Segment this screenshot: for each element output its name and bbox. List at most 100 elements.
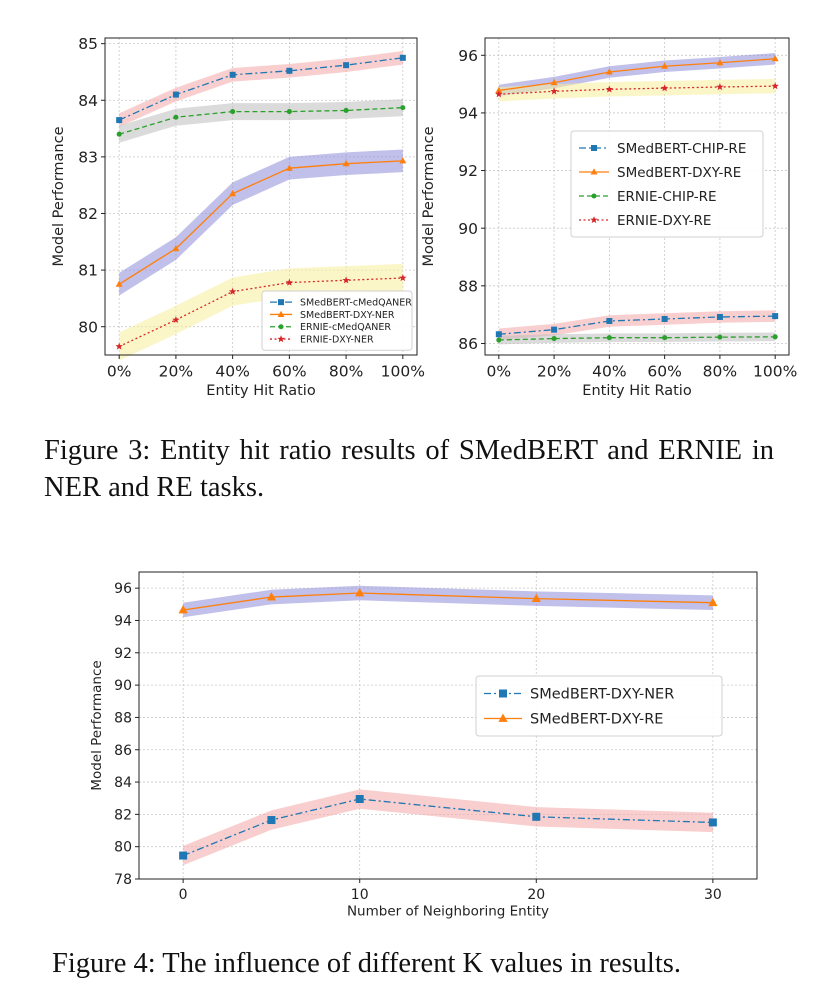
y-tick-label: 90 bbox=[458, 220, 478, 238]
data-point bbox=[771, 82, 779, 90]
confidence-band bbox=[119, 99, 403, 143]
y-axis-label: Model Performance bbox=[89, 660, 105, 790]
data-point bbox=[343, 62, 350, 69]
data-point bbox=[532, 812, 541, 821]
legend-label: SMedBERT-CHIP-RE bbox=[617, 141, 746, 157]
y-tick-label: 85 bbox=[78, 35, 98, 53]
data-point bbox=[716, 59, 724, 66]
legend-label: ERNIE-DXY-RE bbox=[617, 213, 711, 229]
legend-marker bbox=[278, 299, 284, 306]
legend-label: SMedBERT-cMedQANER bbox=[300, 298, 412, 309]
data-point bbox=[495, 86, 503, 93]
series-ERNIE-DXY-RE bbox=[495, 82, 779, 98]
series-ERNIE-cMedQANER bbox=[116, 105, 406, 137]
data-point bbox=[495, 90, 503, 98]
x-tick-label: 80% bbox=[329, 363, 363, 381]
data-point bbox=[661, 62, 669, 69]
legend-label: ERNIE-DXY-NER bbox=[300, 334, 374, 345]
legend-label: SMedBERT-DXY-NER bbox=[530, 687, 674, 703]
legend: SMedBERT-CHIP-RE SMedBERT-DXY-RE ERNIE-CHI… bbox=[570, 130, 764, 238]
series-ERNIE-CHIP-RE bbox=[496, 334, 778, 343]
chart-fig3-right: 86 88 90 92 94 96 0% 20% 40% 60% 80% 100% Entity Hit… bbox=[421, 37, 797, 399]
confidence-band bbox=[498, 78, 776, 102]
data-point bbox=[286, 67, 293, 74]
legend-label: SMedBERT-DXY-NER bbox=[300, 310, 395, 321]
data-point bbox=[342, 159, 350, 167]
data-point bbox=[495, 331, 502, 338]
data-point bbox=[342, 276, 350, 284]
legend-marker bbox=[590, 168, 598, 175]
legend-marker bbox=[499, 689, 507, 698]
data-point bbox=[172, 244, 180, 252]
legend-marker bbox=[277, 310, 285, 317]
figure-3-caption-text: Figure 3: Entity hit ratio results of SM… bbox=[44, 435, 774, 503]
legend: SMedBERT-cMedQANERSMedBERT-DXY-NERERNIE-… bbox=[261, 290, 413, 351]
legend-box bbox=[261, 290, 413, 351]
series-line bbox=[498, 85, 776, 95]
data-point bbox=[716, 313, 723, 320]
y-tick-label: 88 bbox=[114, 710, 132, 726]
data-point bbox=[179, 851, 188, 860]
data-point bbox=[399, 274, 407, 282]
y-tick-label: 94 bbox=[114, 614, 132, 630]
data-point bbox=[355, 795, 364, 804]
series-SMedBERT-cMedQANER bbox=[116, 54, 406, 124]
x-tick-label: 20% bbox=[159, 363, 193, 381]
y-tick-label: 84 bbox=[78, 92, 98, 110]
y-tick-label: 81 bbox=[78, 262, 98, 280]
y-tick-label: 90 bbox=[114, 678, 132, 694]
plot-frame bbox=[104, 37, 418, 356]
confidence-band bbox=[498, 310, 776, 341]
x-tick-label: 20 bbox=[527, 887, 545, 903]
y-tick-label: 94 bbox=[458, 105, 478, 123]
plot-frame bbox=[484, 37, 790, 356]
data-point bbox=[173, 114, 179, 120]
data-point bbox=[660, 84, 669, 92]
data-point bbox=[266, 592, 277, 601]
y-tick-label: 78 bbox=[114, 872, 132, 888]
series-SMedBERT-DXY-NER bbox=[115, 157, 407, 287]
legend-marker bbox=[498, 713, 508, 722]
confidence-band bbox=[119, 51, 403, 127]
y-tick-label: 86 bbox=[458, 335, 478, 353]
legend: SMedBERT-DXY-NER SMedBERT-DXY-RE bbox=[475, 675, 723, 737]
data-point bbox=[399, 157, 407, 164]
data-point bbox=[771, 54, 779, 62]
x-axis-label: Entity Hit Ratio bbox=[582, 383, 692, 399]
data-point bbox=[606, 335, 612, 341]
y-tick-label: 83 bbox=[78, 148, 98, 166]
series-SMedBERT-CHIP-RE bbox=[495, 313, 779, 338]
series-SMedBERT-DXY-RE bbox=[178, 588, 718, 614]
y-axis-label: Model Performance bbox=[51, 126, 67, 266]
y-tick-label: 82 bbox=[78, 205, 98, 223]
y-tick-label: 82 bbox=[114, 807, 132, 823]
y-tick-label: 92 bbox=[458, 162, 478, 180]
data-point bbox=[230, 109, 236, 115]
data-point bbox=[772, 334, 778, 340]
x-tick-label: 20% bbox=[537, 363, 571, 381]
data-point bbox=[343, 107, 349, 114]
figure-4-caption-text: Figure 4: The influence of different K v… bbox=[52, 948, 681, 979]
data-point bbox=[716, 83, 724, 91]
y-axis-label: Model Performance bbox=[421, 126, 437, 266]
data-point bbox=[708, 818, 717, 827]
data-point bbox=[400, 105, 406, 111]
legend-label: ERNIE-cMedQANER bbox=[300, 322, 391, 333]
confidence-band bbox=[498, 332, 776, 345]
data-point bbox=[228, 287, 237, 295]
data-point bbox=[605, 68, 613, 75]
data-point bbox=[355, 588, 365, 597]
data-point bbox=[116, 117, 123, 124]
legend-marker bbox=[278, 324, 284, 330]
confidence-band bbox=[183, 789, 713, 866]
y-tick-label: 80 bbox=[78, 318, 98, 336]
legend-box bbox=[570, 130, 764, 238]
legend-label: ERNIE-CHIP-RE bbox=[617, 189, 717, 205]
chart-fig3-left: 80 81 82 83 84 85 0% 20% 40% 60% 80% 100% Entity Hit… bbox=[51, 35, 425, 399]
data-point bbox=[115, 280, 123, 287]
legend-marker bbox=[277, 335, 285, 343]
x-tick-label: 80% bbox=[703, 363, 737, 381]
series-line bbox=[498, 315, 776, 335]
series-line bbox=[118, 160, 403, 285]
series-ERNIE-DXY-NER bbox=[115, 274, 407, 350]
